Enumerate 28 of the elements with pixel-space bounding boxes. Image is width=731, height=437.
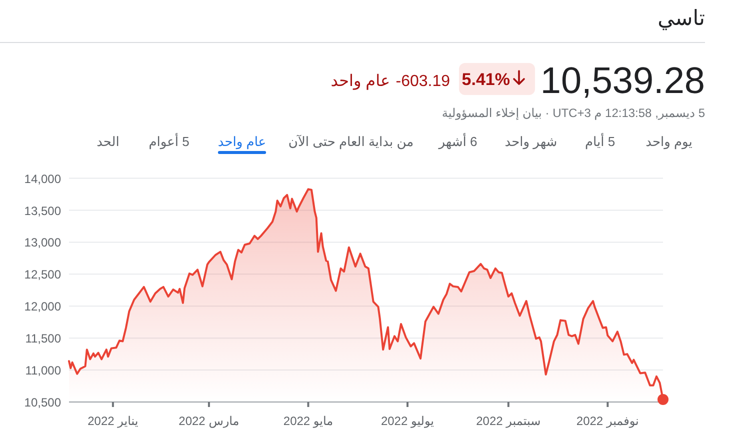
x-tick-label: سبتمبر 2022: [476, 414, 541, 428]
text: 5 أعوام: [148, 133, 190, 150]
y-tick-label: 12,500: [24, 268, 62, 282]
x-tick-label: مارس 2022: [178, 414, 240, 428]
y-tick-label: 10,500: [24, 396, 62, 410]
text: يوم واحد: [646, 134, 693, 150]
text: شهر واحد: [504, 134, 558, 150]
text: 5.41%: [462, 70, 510, 89]
text: عام واحد: [218, 134, 266, 150]
text: -603.19: [396, 73, 450, 90]
x-tick-label: يوليو 2022: [380, 414, 434, 428]
y-tick-label: 11,500: [25, 332, 62, 346]
text: 6 أشهر: [438, 133, 478, 150]
text: من بداية العام حتى الآن: [288, 134, 414, 150]
chart-title: تاسي: [658, 7, 706, 31]
y-tick-label: 11,000: [25, 364, 62, 378]
y-tick-label: 14,000: [24, 172, 62, 186]
text: 10,539.28: [540, 60, 705, 101]
y-tick-label: 13,000: [24, 236, 62, 250]
x-tick-label: يناير 2022: [88, 414, 138, 428]
x-tick-label: مايو 2022: [283, 414, 334, 428]
chart-subtitle: 5 ديسمبر, 12:13:58 م UTC+3 · بيان إخلاء المسؤولية: [442, 106, 706, 120]
text: عام واحد: [330, 73, 390, 90]
x-tick-label: نوفمبر 2022: [576, 414, 639, 428]
text: 5 أيام: [584, 133, 616, 150]
y-tick-label: 12,000: [24, 300, 62, 314]
y-tick-label: 13,500: [24, 204, 62, 218]
text: الحد: [96, 134, 120, 149]
